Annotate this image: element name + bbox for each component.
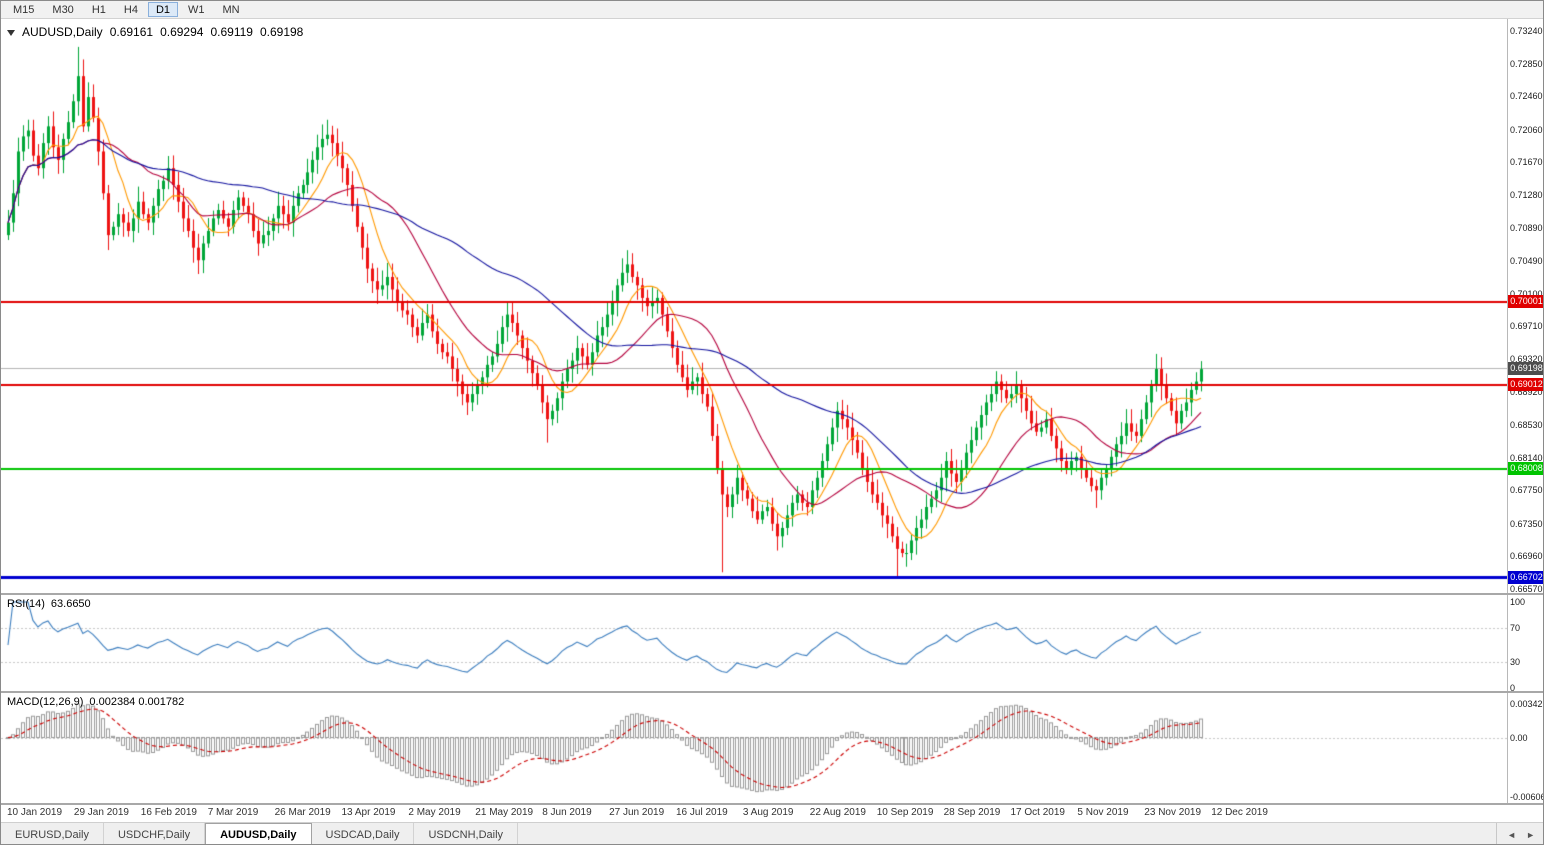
rsi-value: 63.6650 (50, 598, 91, 610)
tab-usdcnh[interactable]: USDCNH,Daily (414, 823, 519, 844)
chart-title: AUDUSD,Daily 0.69161 0.69294 0.69119 0.6… (7, 25, 303, 39)
time-axis-label: 7 Mar 2019 (207, 807, 259, 818)
chart-tab-bar: EURUSD,Daily USDCHF,Daily AUDUSD,Daily USDC… (1, 822, 1543, 844)
time-axis-label: 12 Dec 2019 (1211, 807, 1268, 818)
macd-panel: MACD(12,26,9) 0.002384 0.001782 0.003421… (1, 693, 1544, 803)
price-axis-label: 0.66570 (1510, 584, 1543, 594)
tab-usdcad[interactable]: USDCAD,Daily (312, 823, 415, 844)
rsi-axis-label: 100 (1510, 597, 1526, 607)
tab-audusd[interactable]: AUDUSD,Daily (205, 823, 312, 844)
price-tag-current: 0.69198 (1508, 362, 1543, 376)
price-tag-level: 0.66702 (1508, 570, 1543, 584)
panel-separator[interactable] (1, 691, 1543, 693)
price-axis-border (1507, 19, 1508, 805)
timeframe-m30[interactable]: M30 (52, 4, 74, 16)
panel-separator[interactable] (1, 593, 1543, 595)
ohlc-high: 0.69294 (160, 25, 204, 39)
price-axis-label: 0.68530 (1510, 420, 1543, 431)
macd-canvas[interactable] (1, 693, 1507, 803)
price-axis-label: 0.70100 (1510, 288, 1543, 299)
macd-axis-label: -0.006069 (1510, 792, 1543, 802)
price-tag-level: 0.69012 (1508, 377, 1543, 391)
time-axis-label: 16 Feb 2019 (140, 807, 197, 818)
price-axis-label: 0.69710 (1510, 321, 1543, 332)
tab-scroll-controls: ◄ ► (1496, 823, 1543, 844)
price-axis-label: 0.66960 (1510, 551, 1543, 562)
timeframe-m15[interactable]: M15 (13, 4, 35, 16)
chart-begin-icon (7, 30, 15, 36)
price-axis-label: 0.72060 (1510, 124, 1543, 135)
price-axis-label: 0.69320 (1510, 353, 1543, 364)
time-axis-label: 28 Sep 2019 (943, 807, 1001, 818)
time-axis-label: 5 Nov 2019 (1077, 807, 1129, 818)
rsi-axis-label: 30 (1510, 657, 1521, 668)
chart-symbol: AUDUSD,Daily (22, 25, 103, 39)
price-axis-label: 0.68920 (1510, 387, 1543, 398)
time-axis[interactable]: 10 Jan 2019 29 Jan 2019 16 Feb 2019 7 Mar 2… (1, 805, 1507, 822)
macd-axis-label: 0.00 (1510, 732, 1528, 743)
time-axis-label: 3 Aug 2019 (742, 807, 794, 818)
timeframe-toolbar: M15 M30 H1 H4 D1 W1 MN (1, 1, 1543, 19)
time-axis-label: 10 Jan 2019 (7, 807, 63, 818)
price-panel: AUDUSD,Daily 0.69161 0.69294 0.69119 0.6… (1, 19, 1543, 594)
tab-scroll-left-icon[interactable]: ◄ (1507, 829, 1517, 840)
time-axis-label: 22 Aug 2019 (809, 807, 866, 818)
rsi-panel: RSI(14) 63.6650 100 70 30 0 (1, 595, 1543, 693)
rsi-label: RSI(14) 63.6650 (7, 598, 91, 610)
time-axis-label: 23 Nov 2019 (1144, 807, 1202, 818)
price-axis-label: 0.71280 (1510, 189, 1543, 200)
timeframe-h1[interactable]: H1 (91, 4, 106, 16)
time-axis-label: 17 Oct 2019 (1010, 807, 1065, 818)
rsi-axis-label: 70 (1510, 622, 1521, 633)
time-axis-label: 10 Sep 2019 (876, 807, 934, 818)
price-axis-label: 0.71670 (1510, 157, 1543, 168)
timeframe-d1[interactable]: D1 (147, 2, 178, 17)
tab-eurusd[interactable]: EURUSD,Daily (1, 823, 104, 844)
price-tag-level: 0.68008 (1508, 461, 1543, 475)
timeframe-w1[interactable]: W1 (188, 4, 205, 16)
price-axis-label: 0.73240 (1510, 26, 1543, 36)
price-axis-label: 0.70490 (1510, 256, 1543, 267)
timeframe-mn[interactable]: MN (222, 4, 240, 16)
time-axis-label: 8 Jun 2019 (542, 807, 592, 818)
timeframe-h4[interactable]: H4 (123, 4, 138, 16)
price-tag-level: 0.70001 (1508, 294, 1543, 308)
price-axis-label: 0.68140 (1510, 452, 1543, 463)
time-axis-label: 29 Jan 2019 (73, 807, 129, 818)
time-axis-label: 26 Mar 2019 (274, 807, 331, 818)
time-axis-label: 16 Jul 2019 (676, 807, 728, 818)
macd-axis-label: 0.003421 (1510, 699, 1544, 709)
macd-values: 0.002384 0.001782 (89, 696, 185, 708)
price-axis-label: 0.70890 (1510, 222, 1543, 233)
ohlc-low: 0.69119 (210, 25, 253, 39)
price-chart-canvas[interactable] (1, 19, 1507, 593)
tab-scroll-right-icon[interactable]: ► (1526, 829, 1535, 840)
tab-usdchf[interactable]: USDCHF,Daily (104, 823, 206, 844)
panel-separator[interactable] (1, 803, 1543, 805)
price-axis-label: 0.72850 (1510, 58, 1543, 69)
macd-name: MACD(12,26,9) (7, 696, 84, 708)
ohlc-close: 0.69198 (259, 25, 304, 39)
rsi-axis-label: 0 (1510, 683, 1516, 693)
time-axis-label: 2 May 2019 (408, 807, 461, 818)
chart-tabs: EURUSD,Daily USDCHF,Daily AUDUSD,Daily USDC… (1, 823, 519, 844)
rsi-name: RSI(14) (7, 598, 45, 610)
price-axis-label: 0.67350 (1510, 518, 1543, 529)
price-axis-label: 0.72460 (1510, 91, 1543, 102)
time-axis-label: 21 May 2019 (475, 807, 534, 818)
rsi-canvas[interactable] (1, 595, 1507, 691)
macd-label: MACD(12,26,9) 0.002384 0.001782 (7, 696, 184, 708)
ohlc-open: 0.69161 (109, 25, 154, 39)
time-axis-label: 13 Apr 2019 (341, 807, 396, 818)
price-axis-label: 0.67750 (1510, 485, 1543, 496)
time-axis-label: 27 Jun 2019 (609, 807, 665, 818)
